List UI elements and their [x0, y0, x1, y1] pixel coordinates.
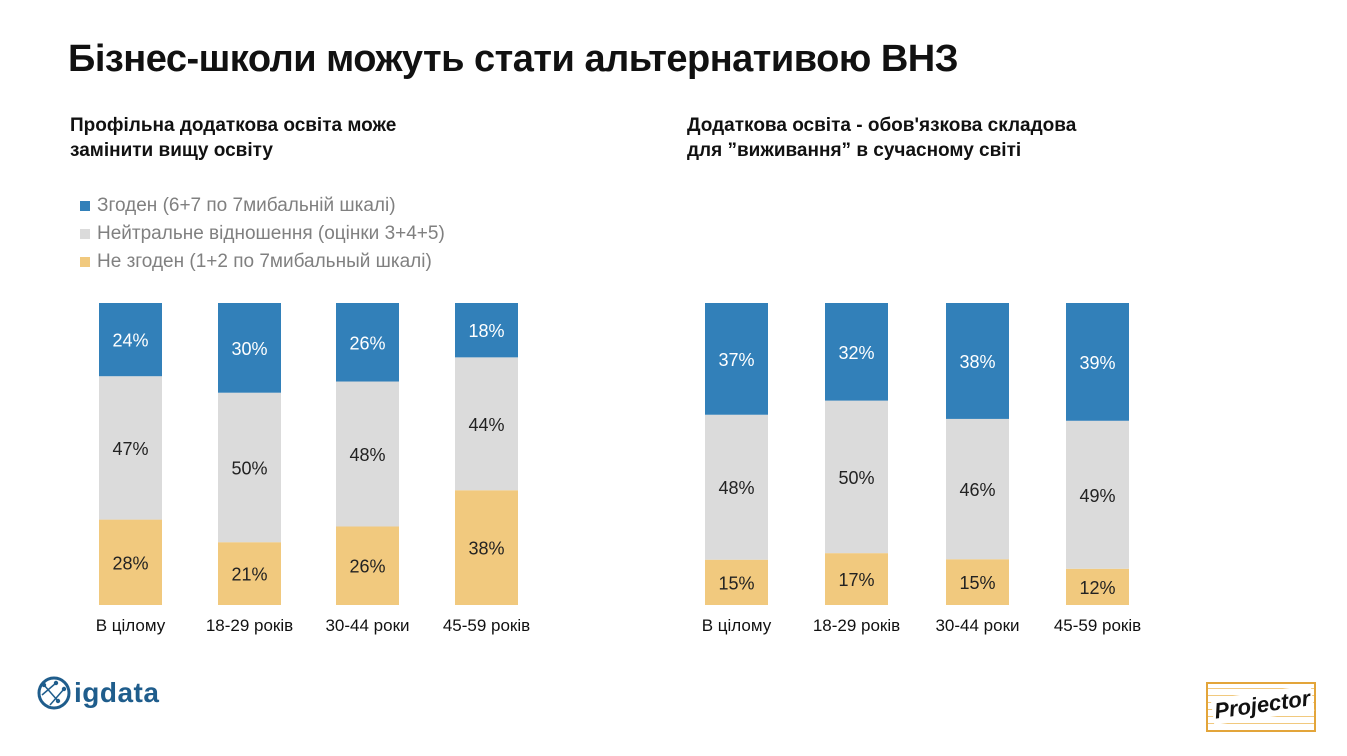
bar-segment-agree — [946, 303, 1009, 419]
digdata-logo: igdata — [36, 675, 159, 711]
data-label-neutral: 50% — [838, 468, 874, 488]
bar-segment-agree — [1066, 303, 1129, 421]
data-label-agree: 18% — [468, 321, 504, 341]
bar-segment-disagree — [825, 553, 888, 605]
legend-label-disagree: Не згоден (1+2 по 7мибальный шкалі) — [97, 251, 432, 272]
data-label-neutral: 46% — [959, 480, 995, 500]
bar-segment-disagree — [336, 526, 399, 605]
legend-item-neutral: Нейтральне відношення (оцінки 3+4+5) — [80, 220, 445, 248]
bar-segment-agree — [455, 303, 518, 358]
bar-segment-neutral — [336, 381, 399, 527]
bar-segment-neutral — [946, 418, 1009, 560]
data-label-neutral: 48% — [718, 478, 754, 498]
chart-2-title-line-1: Додаткова освіта - обов'язкова складова — [687, 115, 1077, 136]
category-label: 45-59 років — [1054, 616, 1141, 635]
bar-segment-neutral — [218, 392, 281, 543]
category-label: В цілому — [96, 616, 166, 635]
data-label-disagree: 28% — [112, 553, 148, 573]
legend-label-neutral: Нейтральне відношення (оцінки 3+4+5) — [97, 223, 445, 244]
bar-segment-neutral — [1066, 420, 1129, 569]
data-label-agree: 26% — [349, 333, 385, 353]
chart-1-title: Профільна додаткова освіта може замінити… — [70, 113, 396, 163]
data-label-neutral: 48% — [349, 445, 385, 465]
data-label-disagree: 38% — [468, 539, 504, 559]
category-label: В цілому — [702, 616, 772, 635]
chart-legend: Згоден (6+7 по 7мибальній шкалі) Нейтрал… — [80, 192, 445, 276]
data-label-neutral: 44% — [468, 415, 504, 435]
category-label: 30-44 роки — [935, 616, 1019, 635]
chart-2-title-line-2: для ”виживання” в сучасному світі — [687, 140, 1022, 161]
legend-swatch-neutral — [80, 229, 90, 239]
data-label-agree: 24% — [112, 331, 148, 351]
data-label-neutral: 47% — [112, 439, 148, 459]
bar-segment-neutral — [825, 400, 888, 554]
data-label-disagree: 12% — [1079, 578, 1115, 598]
bar-segment-neutral — [705, 414, 768, 560]
page-title: Бізнес-школи можуть стати альтернативою … — [68, 38, 959, 80]
data-label-agree: 37% — [718, 350, 754, 370]
chart-2-title: Додаткова освіта - обов'язкова складова … — [687, 113, 1076, 163]
data-label-agree: 30% — [231, 339, 267, 359]
bar-segment-neutral — [455, 357, 518, 491]
bar-segment-agree — [218, 303, 281, 393]
data-label-neutral: 49% — [1079, 486, 1115, 506]
data-label-disagree: 15% — [959, 573, 995, 593]
globe-d-icon — [37, 676, 71, 710]
category-label: 18-29 років — [813, 616, 900, 635]
data-label-disagree: 17% — [838, 570, 874, 590]
data-label-disagree: 15% — [718, 573, 754, 593]
projector-logo: Projector — [1206, 682, 1316, 732]
data-label-disagree: 21% — [231, 565, 267, 585]
bar-segment-disagree — [455, 490, 518, 605]
digdata-logo-text: igdata — [74, 677, 160, 708]
legend-label-agree: Згоден (6+7 по 7мибальній шкалі) — [97, 195, 396, 216]
chart-1-title-line-1: Профільна додаткова освіта може — [70, 115, 397, 136]
bar-segment-agree — [99, 303, 162, 377]
bar-segment-disagree — [946, 559, 1009, 605]
data-label-agree: 39% — [1079, 353, 1115, 373]
legend-swatch-disagree — [80, 257, 90, 267]
bar-segment-disagree — [705, 559, 768, 605]
category-label: 45-59 років — [443, 616, 530, 635]
bar-segment-agree — [336, 303, 399, 382]
category-label: 18-29 років — [206, 616, 293, 635]
data-label-neutral: 50% — [231, 458, 267, 478]
data-label-agree: 38% — [959, 352, 995, 372]
category-label: 30-44 роки — [325, 616, 409, 635]
data-label-disagree: 26% — [349, 557, 385, 577]
legend-item-disagree: Не згоден (1+2 по 7мибальный шкалі) — [80, 248, 445, 276]
bar-segment-agree — [705, 303, 768, 415]
chart-1-title-line-2: замінити вищу освіту — [70, 140, 273, 161]
bar-segment-disagree — [218, 542, 281, 605]
bar-segment-neutral — [99, 376, 162, 520]
legend-item-agree: Згоден (6+7 по 7мибальній шкалі) — [80, 192, 445, 220]
legend-swatch-agree — [80, 201, 90, 211]
bar-segment-disagree — [99, 519, 162, 605]
data-label-agree: 32% — [838, 343, 874, 363]
bar-segment-agree — [825, 303, 888, 401]
bar-segment-disagree — [1066, 568, 1129, 605]
